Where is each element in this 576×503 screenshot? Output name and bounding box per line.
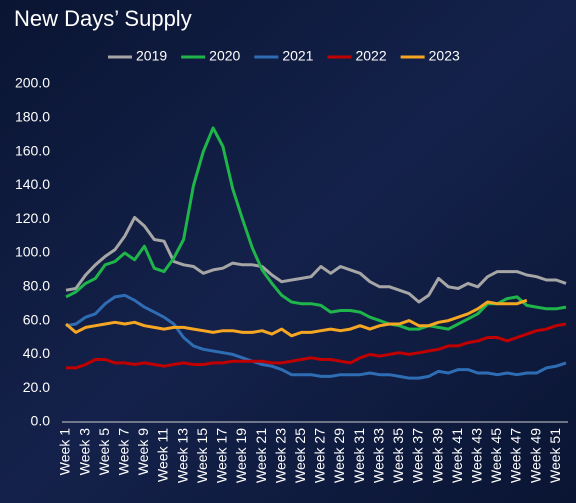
x-tick-label: Week 17: [214, 428, 230, 483]
x-tick-label: Week 5: [96, 428, 112, 475]
y-tick-label: 120.0: [15, 210, 50, 226]
series-line: [65, 216, 567, 304]
x-tick-label: Week 13: [174, 428, 190, 483]
x-tick-label: Week 11: [155, 428, 171, 482]
y-tick-label: 180.0: [15, 109, 50, 125]
x-tick-label: Week 43: [468, 428, 484, 483]
x-tick-label: Week 21: [253, 428, 269, 483]
y-tick-label: 160.0: [15, 142, 50, 158]
x-tick-label: Week 33: [370, 428, 386, 483]
x-tick-label: Week 15: [194, 428, 210, 483]
x-tick-label: Week 25: [292, 428, 308, 483]
legend-label: 2019: [136, 48, 167, 64]
x-tick-label: Week 51: [547, 428, 563, 483]
x-tick-label: Week 35: [390, 428, 406, 483]
legend-label: 2023: [429, 48, 460, 64]
x-tick-label: Week 47: [508, 428, 524, 483]
x-tick-label: Week 41: [449, 428, 465, 483]
y-tick-label: 80.0: [23, 278, 50, 294]
legend-label: 2021: [282, 48, 313, 64]
x-tick-label: Week 23: [272, 428, 288, 483]
y-tick-label: 40.0: [23, 345, 50, 361]
x-tick-label: Week 19: [233, 428, 249, 483]
series-line: [65, 298, 528, 338]
series-line: [65, 126, 567, 331]
x-tick-label: Week 37: [410, 428, 426, 483]
series-line: [66, 322, 567, 370]
x-tick-label: Week 3: [76, 428, 92, 475]
x-tick-label: Week 49: [527, 428, 543, 483]
x-tick-label: Week 27: [312, 428, 328, 483]
y-tick-label: 60.0: [23, 311, 50, 327]
series-line: [65, 293, 567, 380]
y-tick-label: 140.0: [15, 176, 50, 192]
x-tick-label: Week 31: [351, 428, 367, 483]
x-tick-label: Week 29: [331, 428, 347, 483]
x-tick-label: Week 9: [135, 428, 151, 475]
x-tick-label: Week 39: [429, 428, 445, 483]
x-tick-label: Week 7: [116, 428, 132, 475]
x-tick-label: Week 1: [57, 428, 73, 475]
y-tick-label: 0.0: [31, 413, 51, 429]
y-tick-label: 200.0: [15, 75, 50, 91]
chart-title: New Days’ Supply: [14, 6, 192, 31]
x-tick-label: Week 45: [488, 428, 504, 483]
legend-label: 2020: [209, 48, 240, 64]
y-tick-label: 100.0: [15, 244, 50, 260]
legend-label: 2022: [355, 48, 386, 64]
y-tick-label: 20.0: [23, 379, 50, 395]
